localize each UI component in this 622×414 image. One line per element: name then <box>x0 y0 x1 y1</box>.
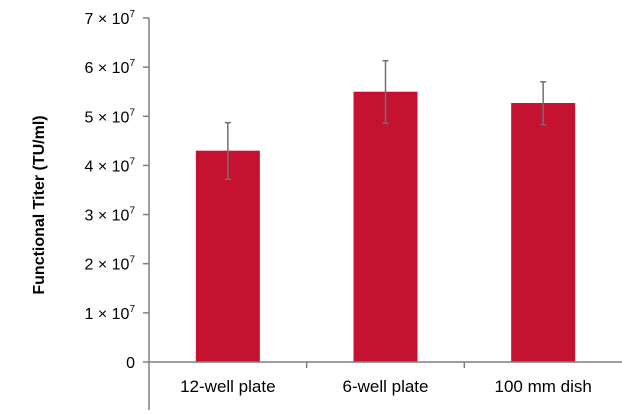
y-axis-ticks: 0 1 × 107 2 × 107 3 × 107 4 × 107 5 × 107 6 × … <box>85 9 136 372</box>
axes <box>143 17 622 410</box>
y-tick-label: 2 × 107 <box>85 255 136 274</box>
y-tick-label: 1 × 107 <box>85 304 136 323</box>
bar <box>511 103 576 362</box>
y-tick-label: 4 × 107 <box>85 156 136 175</box>
y-tick-label: 5 × 107 <box>85 107 136 126</box>
bar <box>195 150 260 362</box>
x-tick-label: 6-well plate <box>343 377 429 396</box>
x-tick-label: 12-well plate <box>180 377 275 396</box>
y-tick-label: 6 × 107 <box>85 58 136 77</box>
error-bars <box>224 60 547 180</box>
y-axis-label: Functional Titer (TU/ml) <box>31 115 48 294</box>
error-bar <box>382 60 389 124</box>
x-tick-label: 100 mm dish <box>495 377 592 396</box>
error-bar <box>540 81 547 126</box>
y-tick-label: 7 × 107 <box>85 9 136 28</box>
bar <box>353 91 418 362</box>
error-bar <box>224 121 231 180</box>
y-tick-label: 0 <box>126 355 135 372</box>
bars <box>195 91 576 362</box>
y-tick-label: 3 × 107 <box>85 206 136 225</box>
x-axis-ticks: 12-well plate 6-well plate 100 mm dish <box>180 377 592 396</box>
